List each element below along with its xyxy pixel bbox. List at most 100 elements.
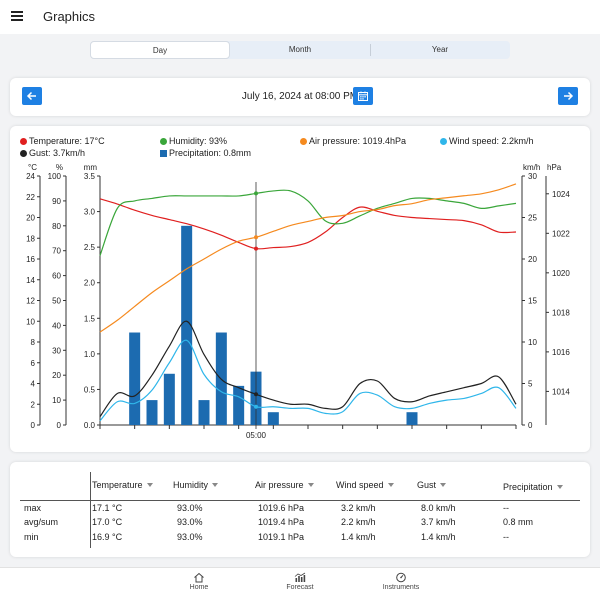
precipitation-tick-label: 0.0: [84, 421, 96, 430]
tab-month[interactable]: Month: [288, 45, 312, 54]
table-cell: 1019.6 hPa: [258, 503, 305, 513]
table-cell: 1.4 km/h: [421, 532, 456, 542]
legend-precipitation[interactable]: Precipitation: 0.8mm: [160, 148, 251, 158]
temperature-tick-label: 16: [26, 255, 35, 264]
precipitation-tick-label: 2.0: [84, 279, 96, 288]
chevron-down-icon: [146, 483, 153, 487]
nav-home[interactable]: Home: [159, 572, 239, 591]
column-header-temperature[interactable]: Temperature: [92, 480, 153, 490]
precipitation-axis-unit: mm: [84, 163, 98, 172]
legend-wind-speed[interactable]: Wind speed: 2.2km/h: [440, 136, 534, 146]
column-label: Temperature: [92, 480, 143, 490]
temperature-line: [99, 198, 517, 250]
table-cell: 17.1 °C: [92, 503, 123, 513]
chevron-down-icon: [556, 485, 563, 489]
humidity-axis-unit: %: [56, 163, 63, 172]
tab-day[interactable]: Day: [90, 41, 230, 59]
precipitation-bar: [198, 400, 210, 425]
nav-label: Forecast: [286, 584, 314, 591]
next-day-button[interactable]: [558, 87, 578, 105]
app-header: Graphics: [0, 0, 600, 34]
humidity-tick-label: 30: [52, 346, 61, 355]
pressure-axis-unit: hPa: [547, 163, 562, 172]
chart-card: °C 0 2 4 6 8 10 12 14 16 18 20 22 24% 0 10 20 30 40 50 60 70 8…: [10, 126, 590, 452]
table-cell: 8.0 km/h: [421, 503, 456, 513]
table-cell: 93.0%: [177, 532, 203, 542]
temperature-tick-label: 18: [26, 234, 35, 243]
cursor-time-label: 05:00: [246, 431, 267, 440]
humidity-tick-label: 50: [52, 297, 61, 306]
humidity-tick-label: 80: [52, 222, 61, 231]
table-cell: 1019.1 hPa: [258, 532, 305, 542]
home-icon: [194, 572, 204, 583]
legend-marker: [300, 137, 307, 145]
wind-tick-label: 15: [528, 297, 537, 306]
previous-day-button[interactable]: [22, 87, 42, 105]
temperature-tick-label: 2: [31, 400, 36, 409]
precipitation-tick-label: 1.5: [84, 314, 96, 323]
forecast-chart-icon: [294, 572, 306, 582]
column-header-gust[interactable]: Gust: [417, 480, 447, 490]
column-label: Air pressure: [255, 480, 304, 490]
table-cell: 3.7 km/h: [421, 517, 456, 527]
legend-marker: [20, 137, 27, 145]
legend-label: Gust: 3.7km/h: [29, 148, 86, 158]
statistics-table: Temperature Humidity Air pressure Wind s…: [10, 462, 590, 557]
legend-marker: [160, 137, 167, 145]
table-cell: 1019.4 hPa: [258, 517, 305, 527]
column-header-wind-speed[interactable]: Wind speed: [336, 480, 394, 490]
calendar-button[interactable]: [353, 87, 373, 105]
pressure-tick-label: 1014: [552, 387, 570, 396]
arrow-left-icon: [26, 91, 36, 101]
cursor-marker: [254, 246, 258, 251]
nav-instruments[interactable]: Instruments: [361, 572, 441, 591]
tab-divider: [370, 44, 371, 56]
table-cell: 0.8 mm: [503, 517, 534, 527]
humidity-tick-label: 90: [52, 197, 61, 206]
column-label: Precipitation: [503, 482, 553, 492]
temperature-tick-label: 8: [31, 338, 36, 347]
wind-tick-label: 25: [528, 214, 537, 223]
wind-tick-label: 5: [528, 380, 533, 389]
cursor-marker: [254, 191, 258, 196]
pressure-tick-label: 1020: [552, 269, 570, 278]
pressure-tick-label: 1016: [552, 348, 570, 357]
cursor-marker: [254, 392, 258, 397]
temperature-tick-label: 14: [26, 276, 35, 285]
wind-axis-unit: km/h: [523, 163, 540, 172]
pressure-tick-label: 1022: [552, 229, 570, 238]
legend-air-pressure[interactable]: Air pressure: 1019.4hPa: [300, 136, 406, 146]
table-cell: 93.0%: [177, 503, 203, 513]
precipitation-tick-label: 3.0: [84, 208, 96, 217]
table-cell: 93.0%: [177, 517, 203, 527]
gust-line: [99, 320, 517, 418]
legend-label: Precipitation: 0.8mm: [169, 148, 252, 158]
legend-label: Humidity: 93%: [169, 136, 228, 146]
temperature-tick-label: 20: [26, 214, 35, 223]
cursor-marker: [254, 404, 258, 409]
nav-forecast[interactable]: Forecast: [260, 572, 340, 591]
temperature-tick-label: 0: [31, 421, 36, 430]
tab-year[interactable]: Year: [431, 45, 449, 54]
hamburger-menu-icon[interactable]: [11, 11, 23, 21]
humidity-tick-label: 10: [52, 396, 61, 405]
humidity-tick-label: 0: [57, 421, 62, 430]
legend-gust[interactable]: Gust: 3.7km/h: [20, 148, 85, 158]
table-cell: 1.4 km/h: [341, 532, 376, 542]
column-header-humidity[interactable]: Humidity: [173, 480, 219, 490]
precipitation-bar: [233, 385, 245, 425]
legend-label: Temperature: 17°C: [29, 136, 105, 146]
precipitation-bar: [129, 332, 141, 425]
legend-label: Air pressure: 1019.4hPa: [309, 136, 407, 146]
nav-label: Instruments: [382, 584, 420, 591]
column-header-air-pressure[interactable]: Air pressure: [255, 480, 314, 490]
legend-marker: [20, 149, 27, 157]
legend-humidity[interactable]: Humidity: 93%: [160, 136, 227, 146]
column-header-precipitation[interactable]: Precipitation: [503, 482, 563, 492]
table-divider: [20, 500, 580, 501]
table-cell: --: [503, 532, 509, 542]
legend-temperature[interactable]: Temperature: 17°C: [20, 136, 105, 146]
calendar-icon: [358, 91, 368, 101]
precipitation-bar: [146, 400, 158, 425]
row-label-avg-sum: avg/sum: [24, 517, 59, 527]
